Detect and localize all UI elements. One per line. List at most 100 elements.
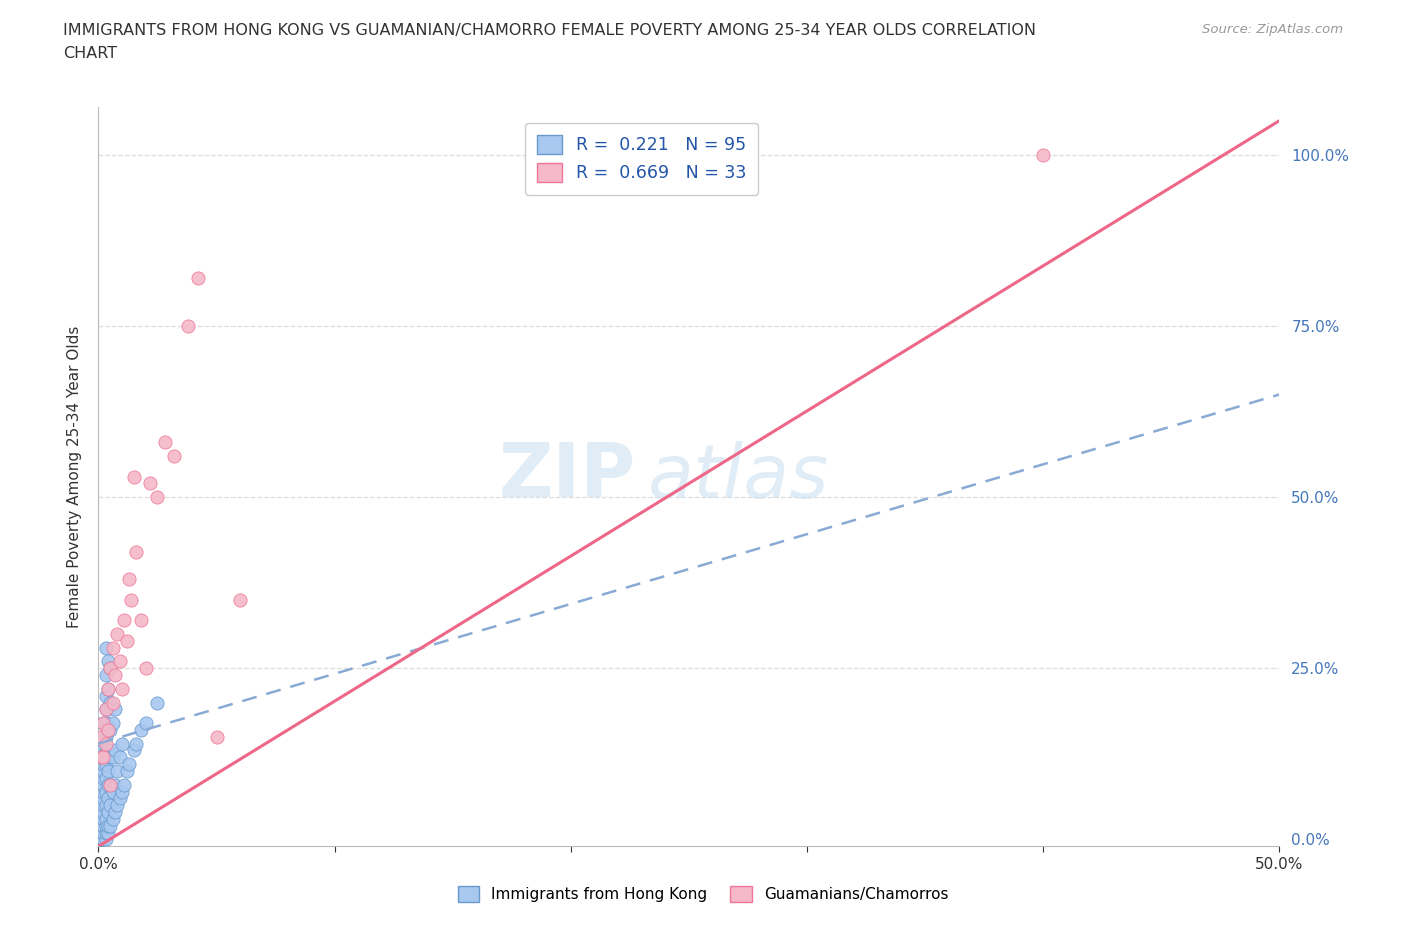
Point xyxy=(118,757,141,772)
Point xyxy=(104,743,127,758)
Point xyxy=(125,544,148,559)
Point xyxy=(129,613,152,628)
Point xyxy=(90,790,112,805)
Point xyxy=(97,804,120,819)
Text: ZIP: ZIP xyxy=(499,440,636,513)
Point xyxy=(94,743,117,758)
Point xyxy=(104,702,127,717)
Point xyxy=(94,702,117,717)
Point xyxy=(90,804,112,819)
Point xyxy=(91,729,114,744)
Point xyxy=(91,825,114,840)
Point xyxy=(90,818,112,833)
Point xyxy=(135,661,157,676)
Point xyxy=(97,654,120,669)
Point xyxy=(91,750,114,764)
Point xyxy=(98,661,121,676)
Point xyxy=(94,641,117,656)
Point xyxy=(229,592,252,607)
Point xyxy=(91,790,114,805)
Point xyxy=(163,448,186,463)
Point xyxy=(98,723,121,737)
Point xyxy=(91,804,114,819)
Point xyxy=(98,750,121,764)
Point xyxy=(90,832,112,847)
Point xyxy=(112,777,135,792)
Point xyxy=(94,770,117,785)
Point xyxy=(97,790,120,805)
Point xyxy=(97,682,120,697)
Point xyxy=(94,832,117,847)
Point xyxy=(146,695,169,710)
Point xyxy=(91,757,114,772)
Text: IMMIGRANTS FROM HONG KONG VS GUAMANIAN/CHAMORRO FEMALE POVERTY AMONG 25-34 YEAR : IMMIGRANTS FROM HONG KONG VS GUAMANIAN/C… xyxy=(63,23,1036,38)
Point xyxy=(91,818,114,833)
Point xyxy=(91,770,114,785)
Point xyxy=(111,737,134,751)
Point xyxy=(94,757,117,772)
Point xyxy=(104,804,127,819)
Y-axis label: Female Poverty Among 25-34 Year Olds: Female Poverty Among 25-34 Year Olds xyxy=(67,326,83,628)
Point xyxy=(91,784,114,799)
Point xyxy=(90,784,112,799)
Point xyxy=(94,825,117,840)
Point xyxy=(105,627,128,642)
Point xyxy=(135,716,157,731)
Point xyxy=(111,784,134,799)
Legend: R =  0.221   N = 95, R =  0.669   N = 33: R = 0.221 N = 95, R = 0.669 N = 33 xyxy=(526,123,758,194)
Point xyxy=(97,682,120,697)
Point xyxy=(111,682,134,697)
Point xyxy=(94,702,117,717)
Point xyxy=(94,818,117,833)
Point xyxy=(94,688,117,703)
Point xyxy=(121,592,143,607)
Point xyxy=(94,812,117,827)
Point xyxy=(94,729,117,744)
Legend: Immigrants from Hong Kong, Guamanians/Chamorros: Immigrants from Hong Kong, Guamanians/Ch… xyxy=(451,880,955,909)
Point xyxy=(91,764,114,778)
Point xyxy=(101,750,124,764)
Point xyxy=(91,750,114,764)
Point xyxy=(104,777,127,792)
Point xyxy=(90,812,112,827)
Point xyxy=(101,695,124,710)
Point xyxy=(90,812,112,827)
Text: Source: ZipAtlas.com: Source: ZipAtlas.com xyxy=(1202,23,1343,36)
Point xyxy=(122,743,145,758)
Point xyxy=(91,716,114,731)
Point xyxy=(98,661,121,676)
Point xyxy=(187,271,209,286)
Point xyxy=(115,764,138,778)
Point xyxy=(177,319,200,334)
Point xyxy=(97,777,120,792)
Point xyxy=(108,790,131,805)
Point xyxy=(108,750,131,764)
Point xyxy=(105,798,128,813)
Point xyxy=(97,723,120,737)
Point xyxy=(101,812,124,827)
Point xyxy=(118,572,141,587)
Point xyxy=(125,737,148,751)
Point xyxy=(205,729,228,744)
Point xyxy=(101,716,124,731)
Text: atlas: atlas xyxy=(648,441,830,512)
Point xyxy=(105,764,128,778)
Point xyxy=(104,668,127,683)
Point xyxy=(91,798,114,813)
Point xyxy=(90,798,112,813)
Point xyxy=(91,818,114,833)
Point xyxy=(90,777,112,792)
Point xyxy=(98,695,121,710)
Point xyxy=(91,812,114,827)
Point xyxy=(90,812,112,827)
Point xyxy=(91,743,114,758)
Point xyxy=(91,832,114,847)
Point xyxy=(94,737,117,751)
Point xyxy=(90,790,112,805)
Point xyxy=(97,764,120,778)
Point xyxy=(153,435,176,450)
Point xyxy=(97,723,120,737)
Point xyxy=(97,743,120,758)
Point xyxy=(90,832,112,847)
Point xyxy=(94,716,117,731)
